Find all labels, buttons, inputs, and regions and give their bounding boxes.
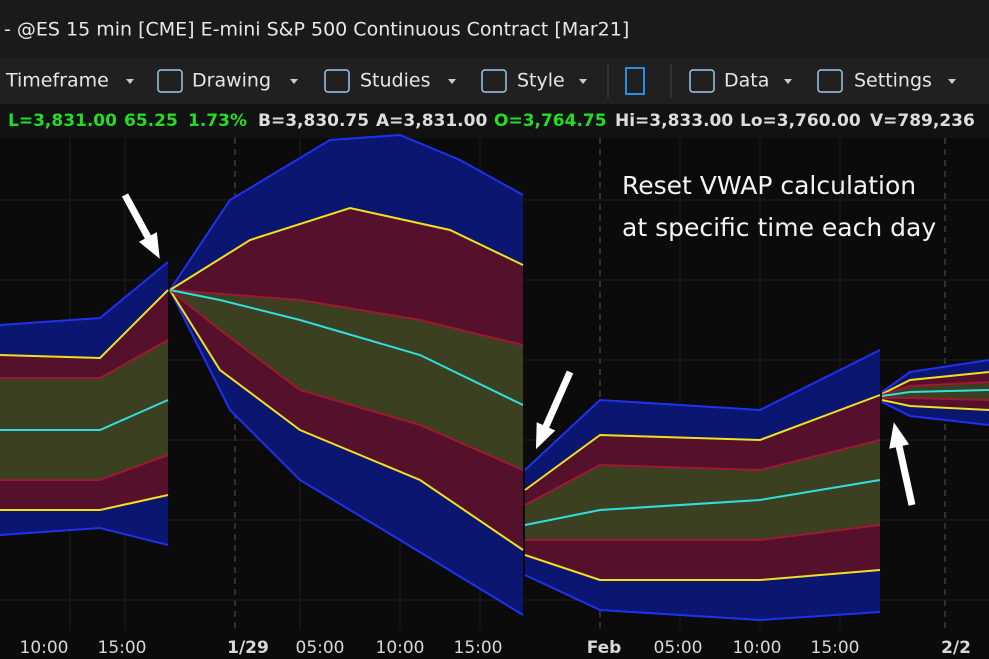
icon-drawing xyxy=(157,69,183,93)
middle-lower xyxy=(881,399,989,411)
toolbar-button[interactable]: Data xyxy=(724,70,769,92)
inner-upper xyxy=(881,381,989,396)
time-axis xyxy=(0,632,989,659)
middle-lower xyxy=(169,289,524,551)
time-label: 2/2 xyxy=(941,638,971,658)
quote-field: B=3,830.75 xyxy=(258,111,369,131)
toolbar-button[interactable]: Drawing xyxy=(192,70,271,92)
inner-upper xyxy=(169,289,524,346)
dropdown-caret xyxy=(579,79,587,84)
outer-lower xyxy=(0,526,169,546)
time-label: Feb xyxy=(587,638,622,658)
time-label: 1/29 xyxy=(227,638,269,658)
dropdown-caret xyxy=(290,79,298,84)
middle-lower xyxy=(0,494,169,511)
arrow-head xyxy=(138,232,160,259)
vwap-line xyxy=(881,389,989,397)
layout-icon[interactable] xyxy=(625,67,645,95)
icon-data xyxy=(689,69,715,93)
outer-lower xyxy=(524,574,881,622)
title-bar xyxy=(0,0,989,58)
vwap-line xyxy=(0,399,169,431)
time-label: 05:00 xyxy=(296,638,345,658)
quote-field: Lo=3,760.00 xyxy=(740,111,861,131)
toolbar-button[interactable]: Settings xyxy=(854,70,932,92)
outer-upper xyxy=(169,133,524,291)
time-label: 15:00 xyxy=(98,638,147,658)
arrow-head xyxy=(889,422,910,449)
inner-band xyxy=(525,440,880,540)
outer-upper xyxy=(0,261,169,326)
annotation: Reset VWAP calculation xyxy=(622,171,916,200)
inner-band xyxy=(170,290,523,470)
toolbar-button[interactable]: Style xyxy=(517,70,565,92)
vwap-line xyxy=(169,289,524,406)
icon-studies xyxy=(324,69,350,93)
time-label: 15:00 xyxy=(454,638,503,658)
toolbar-button[interactable]: Timeframe xyxy=(5,70,109,92)
outer-lower xyxy=(169,289,524,616)
inner-lower xyxy=(0,454,169,481)
inner-lower xyxy=(882,397,989,401)
icon-style xyxy=(481,69,507,93)
annotation: at specific time each day xyxy=(622,213,936,242)
quote-field: O=3,764.75 xyxy=(494,111,607,131)
toolbar-button[interactable]: Studies xyxy=(360,70,430,92)
time-label: 15:00 xyxy=(811,638,860,658)
outer-lower xyxy=(881,401,989,426)
middle-upper xyxy=(881,371,989,395)
plot-area xyxy=(0,133,989,630)
middle-lower xyxy=(524,554,881,581)
arrow-head xyxy=(535,422,556,450)
icon-settings xyxy=(817,69,843,93)
time-label: 10:00 xyxy=(733,638,782,658)
dropdown-caret xyxy=(948,79,956,84)
dropdown-caret xyxy=(784,79,792,84)
quote-field: 65.25 xyxy=(124,111,178,131)
middle-upper xyxy=(524,394,881,491)
toolbar xyxy=(0,58,989,104)
dropdown-caret xyxy=(448,79,456,84)
quote-field: A=3,831.00 xyxy=(376,111,487,131)
middle-upper xyxy=(0,289,169,360)
quote-field: L=3,831.00 xyxy=(8,111,117,131)
inner-upper xyxy=(0,339,169,379)
dropdown-caret xyxy=(126,79,134,84)
inner-band xyxy=(0,340,168,480)
quote-field: V=789,236 xyxy=(870,111,975,131)
quote-bar xyxy=(0,104,989,138)
outer-upper xyxy=(524,349,881,471)
outer-upper xyxy=(881,359,989,393)
quote-field: Hi=3,833.00 xyxy=(615,111,733,131)
time-label: 05:00 xyxy=(654,638,703,658)
middle-upper xyxy=(169,206,524,291)
inner-lower xyxy=(525,524,881,541)
inner-upper xyxy=(524,439,881,506)
time-label: 10:00 xyxy=(20,638,69,658)
overlay: Timeframe Drawing Studies Style Data Settings… xyxy=(0,69,989,659)
inner-lower xyxy=(169,289,524,471)
window-title: - @ES 15 min [CME] E-mini S&P 500 Contin… xyxy=(4,19,629,41)
vwap-line xyxy=(524,479,881,526)
quote-field: 1.73% xyxy=(188,111,247,131)
time-label: 10:00 xyxy=(376,638,425,658)
